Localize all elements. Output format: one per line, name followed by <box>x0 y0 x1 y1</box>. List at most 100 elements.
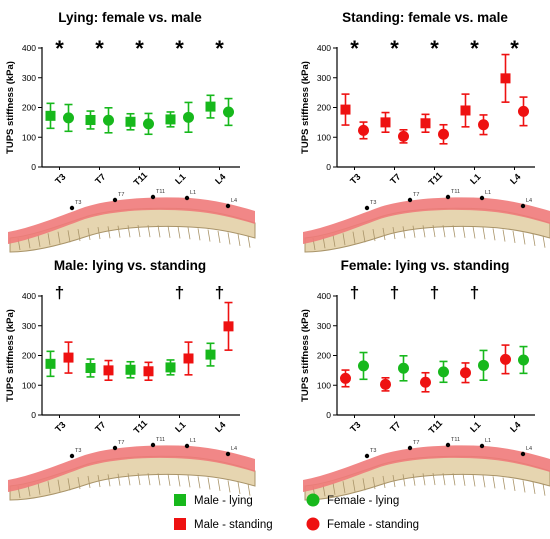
x-tick-label: L4 <box>213 172 228 187</box>
data-point <box>438 366 449 378</box>
data-point <box>420 118 431 129</box>
spine-landmark-dot <box>479 195 485 201</box>
spine-skin-band <box>303 445 550 492</box>
vertebra-line <box>472 474 476 487</box>
x-tick-label: L4 <box>508 420 523 435</box>
vertebra-line <box>432 225 436 238</box>
spine-landmark-dot <box>445 442 451 448</box>
y-tick-label: 300 <box>317 321 331 331</box>
vertebra-line <box>137 225 141 238</box>
vertebra-line <box>67 230 71 243</box>
vertebra-line <box>372 229 376 242</box>
vertebra-line <box>67 478 71 491</box>
vertebra-line <box>227 480 231 493</box>
vertebra-line <box>57 479 61 492</box>
spine-illustration: T3 T7 T11 L1 L4 <box>303 437 550 501</box>
vertebra-line <box>107 474 111 487</box>
vertebra-line <box>442 225 446 238</box>
spine-landmark-dot <box>225 203 231 209</box>
vertebra-line <box>77 229 81 242</box>
vertebra-line <box>502 229 506 242</box>
vertebra-line <box>482 227 486 240</box>
significance-marker: * <box>350 36 359 61</box>
x-tick-label: L4 <box>508 172 523 187</box>
data-point <box>165 114 176 125</box>
x-tick-label: T7 <box>93 172 108 187</box>
spine-landmark-dot <box>364 205 370 211</box>
chart-title: Female: lying vs. standing <box>341 258 510 273</box>
data-point <box>460 105 471 116</box>
chart-panel: Standing: female vs. male TUPS stiffness … <box>300 10 550 253</box>
spine-landmark-dot <box>184 195 190 201</box>
vertebra-line <box>512 230 516 243</box>
spine-landmark-dot <box>520 203 526 209</box>
vertebra-line <box>247 483 251 496</box>
vertebra-line <box>462 225 466 238</box>
vertebra-line <box>97 474 101 488</box>
significance-marker: † <box>350 283 359 302</box>
data-point <box>340 104 351 115</box>
x-tick-label: T7 <box>388 420 403 435</box>
spine-landmark-dot <box>69 205 75 211</box>
vertebra-line <box>522 480 526 493</box>
chart-title: Lying: female vs. male <box>58 10 202 25</box>
x-tick-label: T11 <box>132 170 150 188</box>
vertebra-line <box>77 477 81 490</box>
spine-landmark-label: L4 <box>526 198 532 204</box>
vertebra-line <box>247 235 251 248</box>
spine-skin-band <box>8 197 255 244</box>
spine-illustration: T3 T7 T11 L1 L4 <box>8 437 256 501</box>
y-tick-label: 400 <box>317 43 331 53</box>
y-tick-label: 200 <box>317 103 331 113</box>
vertebra-line <box>492 228 496 241</box>
significance-marker: * <box>470 36 479 61</box>
data-point <box>143 366 154 377</box>
vertebra-line <box>197 228 201 241</box>
y-tick-label: 300 <box>22 73 36 83</box>
spine-landmark-label: T7 <box>413 440 419 446</box>
y-tick-label: 400 <box>317 291 331 301</box>
vertebra-line <box>402 226 406 239</box>
x-tick-label: T3 <box>348 172 363 187</box>
spine-landmark-label: L4 <box>526 446 532 452</box>
vertebra-line <box>542 483 546 496</box>
vertebra-line <box>97 226 101 240</box>
spine-landmark-label: T11 <box>451 189 460 195</box>
y-tick-label: 100 <box>317 380 331 390</box>
vertebra-line <box>37 482 41 495</box>
x-tick-label: L4 <box>213 420 228 435</box>
x-tick-label: T3 <box>348 420 363 435</box>
vertebra-line <box>127 225 131 238</box>
data-point <box>380 378 391 390</box>
data-point <box>420 376 431 388</box>
vertebra-line <box>177 226 181 239</box>
chart-panel: Lying: female vs. male TUPS stiffness (kP… <box>5 10 256 253</box>
data-point <box>460 367 471 379</box>
vertebra-line <box>177 474 181 487</box>
y-tick-label: 0 <box>31 410 36 420</box>
significance-marker: † <box>430 283 439 302</box>
significance-marker: † <box>390 283 399 302</box>
chart-title: Standing: female vs. male <box>342 10 508 25</box>
data-point <box>438 128 449 140</box>
data-point <box>103 114 114 126</box>
vertebra-line <box>412 473 416 486</box>
spine-landmark-dot <box>364 453 370 459</box>
data-point <box>223 106 234 118</box>
data-point <box>45 110 56 121</box>
vertebra-line <box>197 476 201 489</box>
x-tick-label: T11 <box>427 418 445 436</box>
y-tick-label: 0 <box>326 410 331 420</box>
y-tick-label: 0 <box>31 162 36 172</box>
x-tick-label: L1 <box>468 172 483 187</box>
legend-swatch <box>174 518 186 530</box>
spine-landmark-label: T7 <box>118 440 124 446</box>
y-axis-label: TUPS stiffness (kPa) <box>5 309 16 402</box>
vertebra-line <box>522 232 526 245</box>
vertebra-line <box>402 474 406 487</box>
vertebra-line <box>157 473 161 486</box>
data-point <box>45 358 56 369</box>
significance-marker: † <box>55 283 64 302</box>
vertebra-line <box>452 473 456 486</box>
vertebra-line <box>332 234 336 247</box>
